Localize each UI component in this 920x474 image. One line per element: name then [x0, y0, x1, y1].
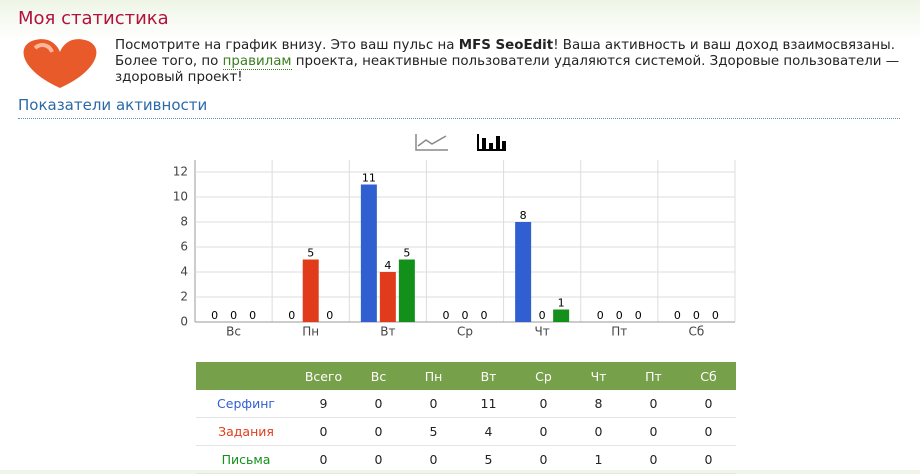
x-tick-label: Чт [535, 325, 550, 339]
value-label: 0 [597, 309, 604, 322]
value-label: 8 [520, 209, 527, 222]
table-cell: 0 [351, 390, 406, 418]
table-cell: 0 [516, 417, 571, 446]
column-header: Ср [516, 362, 571, 390]
brand: MFS SeoEdit [458, 38, 554, 53]
bar [515, 222, 532, 322]
intro-text: проекта, неактивные пользователи удаляют… [115, 54, 900, 85]
value-label: 0 [616, 309, 623, 322]
x-tick-label: Сб [689, 325, 705, 339]
line-chart-toggle[interactable] [415, 134, 448, 151]
table-cell: 0 [351, 417, 406, 446]
table-cell: 0 [681, 417, 736, 446]
y-tick-label: 12 [173, 165, 188, 179]
column-header: Пн [406, 362, 461, 390]
intro-text: ! Ваша активность и ваш доход взаимосвяз… [115, 38, 895, 69]
bar [379, 272, 396, 322]
value-label: 11 [362, 172, 376, 185]
table-row: Письма 0 0 0 5 0 1 0 0 [196, 445, 736, 474]
intro: Посмотрите на график внизу. Это ваш пуль… [115, 38, 905, 86]
section-title: Показатели активности [18, 96, 900, 119]
value-label: 0 [693, 309, 700, 322]
table-cell: 0 [296, 445, 351, 474]
x-tick-label: Вт [380, 325, 395, 339]
table-cell: 0 [351, 445, 406, 474]
value-label: 1 [558, 297, 565, 310]
table-cell: 0 [681, 445, 736, 474]
column-header: Всего [296, 362, 351, 390]
table-row: Задания 0 0 5 4 0 0 0 0 [196, 417, 736, 446]
table-cell: 0 [516, 390, 571, 418]
table-cell: 1 [571, 445, 626, 474]
value-label: 0 [539, 309, 546, 322]
corner [196, 362, 296, 390]
table-cell: 5 [461, 445, 516, 474]
row-label: Задания [196, 417, 296, 446]
value-label: 0 [712, 309, 719, 322]
bar-chart-toggle[interactable] [477, 134, 506, 151]
value-label: 5 [403, 247, 410, 260]
row-label: Письма [196, 445, 296, 474]
table-cell: 0 [516, 445, 571, 474]
value-label: 0 [249, 309, 256, 322]
value-label: 0 [443, 309, 450, 322]
column-header: Сб [681, 362, 736, 390]
value-label: 4 [384, 259, 391, 272]
heart-icon [23, 39, 97, 88]
table-cell: 0 [406, 445, 461, 474]
bar [553, 309, 570, 322]
value-label: 0 [462, 309, 469, 322]
bar [360, 184, 377, 322]
value-label: 0 [211, 309, 218, 322]
table-cell: 9 [296, 390, 351, 418]
x-tick-label: Ср [457, 325, 473, 339]
value-label: 0 [635, 309, 642, 322]
table-cell: 8 [571, 390, 626, 418]
rules-link[interactable]: правилам [222, 54, 292, 70]
value-label: 5 [307, 247, 314, 260]
x-tick-label: Пн [302, 325, 319, 339]
table-cell: 0 [681, 390, 736, 418]
value-label: 0 [674, 309, 681, 322]
bar [302, 259, 319, 322]
table-cell: 0 [626, 445, 681, 474]
column-header: Вт [461, 362, 516, 390]
table-cell: 0 [406, 390, 461, 418]
y-tick-label: 10 [173, 190, 188, 204]
table-cell: 0 [626, 417, 681, 446]
table-cell: 0 [571, 417, 626, 446]
y-tick-label: 4 [180, 265, 188, 279]
value-label: 0 [288, 309, 295, 322]
table-cell: 0 [626, 390, 681, 418]
x-tick-label: Вс [226, 325, 241, 339]
table-cell: 0 [296, 417, 351, 446]
y-tick-label: 6 [180, 240, 188, 254]
row-label: Серфинг [196, 390, 296, 418]
table-row: Серфинг 9 0 0 11 0 8 0 0 [196, 390, 736, 418]
page-title: Моя статистика [18, 8, 169, 29]
value-label: 0 [326, 309, 333, 322]
y-tick-label: 0 [180, 315, 188, 329]
bar [398, 259, 415, 322]
table-cell: 5 [406, 417, 461, 446]
column-header: Чт [571, 362, 626, 390]
stats-table: Всего Вс Пн Вт Ср Чт Пт Сб Серфинг 9 0 0 11 0 8 0 0 Задан… [196, 362, 736, 474]
intro-text: Посмотрите на график внизу. Это ваш пуль… [115, 38, 459, 53]
value-label: 0 [481, 309, 488, 322]
heart-shine [33, 43, 54, 53]
y-tick-label: 8 [180, 215, 188, 229]
column-header: Пт [626, 362, 681, 390]
value-label: 0 [230, 309, 237, 322]
y-tick-label: 2 [180, 290, 188, 304]
table-cell: 11 [461, 390, 516, 418]
column-header: Вс [351, 362, 406, 390]
table-cell: 4 [461, 417, 516, 446]
x-tick-label: Пт [611, 325, 627, 339]
